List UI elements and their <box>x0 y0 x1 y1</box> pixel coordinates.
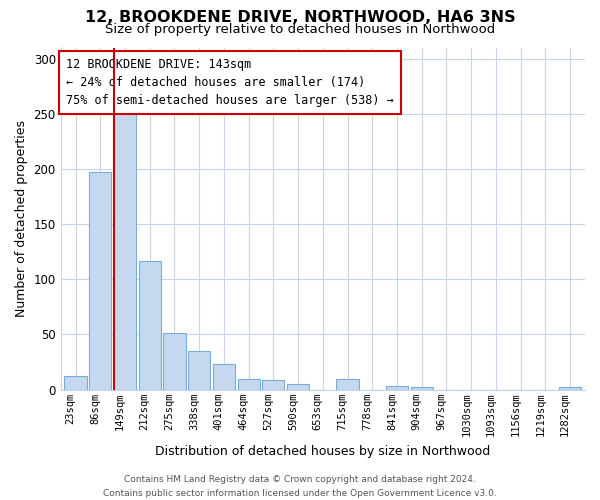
Bar <box>386 386 408 390</box>
Bar <box>139 260 161 390</box>
Bar <box>89 172 112 390</box>
Bar <box>213 364 235 390</box>
Bar <box>337 378 359 390</box>
Bar <box>163 334 185 390</box>
Bar <box>262 380 284 390</box>
Text: 12 BROOKDENE DRIVE: 143sqm
← 24% of detached houses are smaller (174)
75% of sem: 12 BROOKDENE DRIVE: 143sqm ← 24% of deta… <box>66 58 394 107</box>
Bar <box>188 351 210 390</box>
Bar <box>114 112 136 390</box>
Y-axis label: Number of detached properties: Number of detached properties <box>15 120 28 317</box>
Text: 12, BROOKDENE DRIVE, NORTHWOOD, HA6 3NS: 12, BROOKDENE DRIVE, NORTHWOOD, HA6 3NS <box>85 10 515 25</box>
Bar <box>238 378 260 390</box>
Bar <box>287 384 309 390</box>
X-axis label: Distribution of detached houses by size in Northwood: Distribution of detached houses by size … <box>155 444 490 458</box>
Bar <box>64 376 86 390</box>
Text: Contains HM Land Registry data © Crown copyright and database right 2024.
Contai: Contains HM Land Registry data © Crown c… <box>103 476 497 498</box>
Text: Size of property relative to detached houses in Northwood: Size of property relative to detached ho… <box>105 22 495 36</box>
Bar <box>559 388 581 390</box>
Bar <box>410 388 433 390</box>
